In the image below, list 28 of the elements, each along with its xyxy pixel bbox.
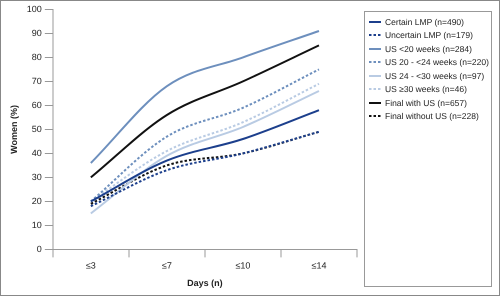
y-tick-label: 90 [32, 28, 42, 38]
legend-label: Final with US (n=657) [385, 98, 467, 108]
line-series [90, 109, 320, 202]
y-tick-label: 50 [32, 124, 42, 134]
legend-label: Certain LMP (n=490) [385, 16, 464, 27]
y-axis-title: Women (%) [8, 104, 19, 154]
legend-label: US ≥30 weeks (n=46) [385, 84, 467, 94]
x-tick-label: ≤10 [235, 260, 250, 270]
y-tick-label: 20 [32, 196, 42, 206]
y-tick-label: 70 [32, 76, 42, 86]
legend-label: Final without US (n=228) [385, 111, 479, 122]
legend-label: Uncertain LMP (n=179) [385, 30, 473, 40]
y-tick-label: 80 [32, 52, 42, 62]
y-tick-label: 60 [32, 100, 42, 110]
y-tick-label: 100 [26, 4, 42, 14]
x-tick-label: ≤14 [312, 260, 326, 270]
x-tick-label: ≤7 [162, 260, 172, 270]
x-axis-title: Days (n) [187, 278, 223, 288]
legend-label: US <20 weeks (n=284) [385, 44, 472, 54]
y-tick-label: 10 [32, 220, 42, 230]
x-tick-label: ≤3 [86, 260, 96, 270]
legend-label: US 24 - <30 weeks (n=97) [385, 70, 484, 81]
y-tick-label: 30 [32, 172, 42, 182]
y-tick-label: 0 [36, 244, 42, 254]
y-tick-label: 40 [32, 148, 42, 158]
line-series [90, 44, 320, 178]
line-series [90, 30, 320, 164]
legend-label: US 20 - <24 weeks (n=220) [385, 57, 489, 68]
